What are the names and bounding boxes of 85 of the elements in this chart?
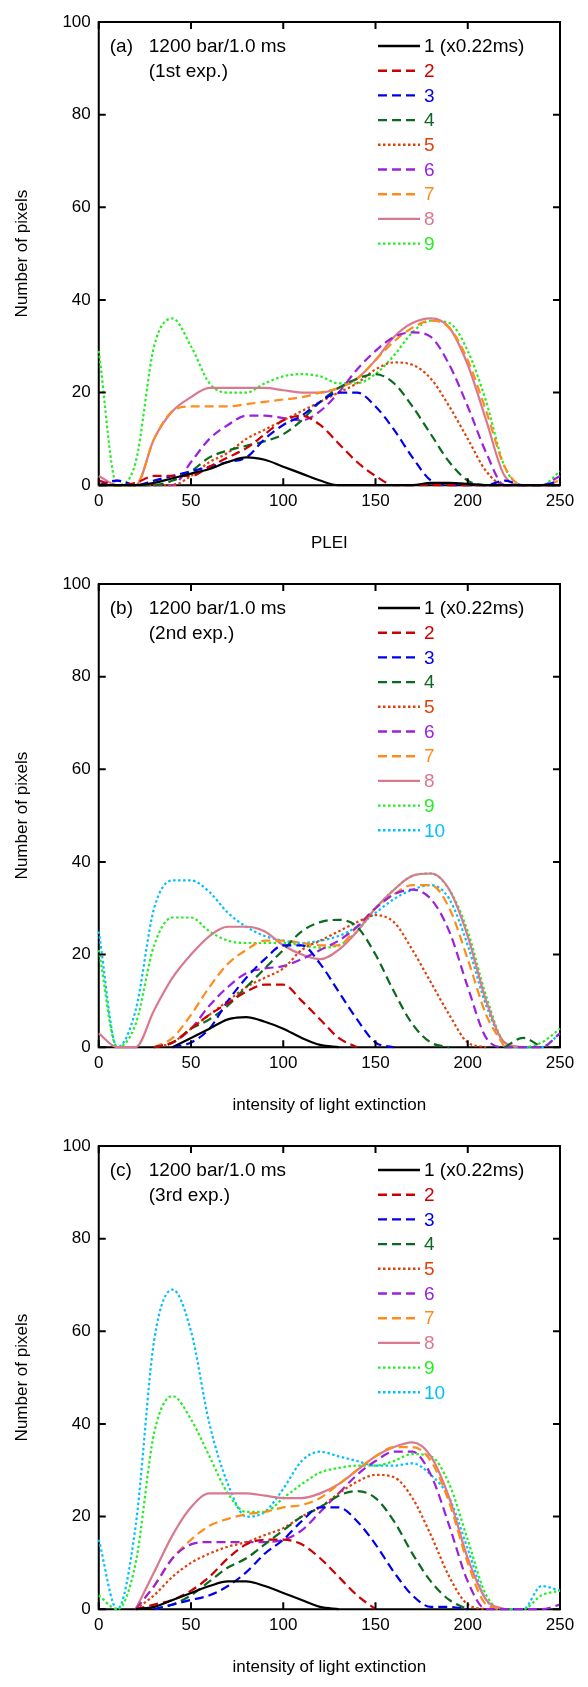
line-series [134, 1538, 377, 1611]
legend-label: 8 [424, 770, 435, 792]
x-tick-label: 200 [453, 491, 482, 511]
x-tick-label: 0 [94, 1053, 104, 1073]
legend-label: 10 [424, 819, 446, 841]
annotation: (c) [109, 1159, 132, 1181]
legend-label: 3 [424, 646, 435, 668]
y-tick-label: 40 [71, 289, 91, 309]
annotation: (2nd exp.) [148, 622, 235, 644]
legend-label: 6 [424, 1282, 435, 1304]
x-axis-title: PLEI [310, 533, 348, 553]
legend-label: 4 [424, 109, 435, 131]
x-tick-label: 200 [453, 1053, 482, 1073]
legend-label: 7 [424, 183, 435, 205]
y-tick-label: 60 [71, 758, 91, 778]
legend-label: 8 [424, 1332, 435, 1354]
y-tick-label: 60 [71, 1320, 91, 1340]
y-tick-label: 80 [71, 1228, 91, 1248]
x-tick-label: 0 [94, 1615, 104, 1635]
legend-label: 8 [424, 208, 435, 230]
y-tick-label: 100 [62, 11, 91, 31]
legend-label: 1 (x0.22ms) [424, 1159, 525, 1181]
y-tick-label: 100 [62, 1135, 91, 1155]
annotation: 1200 bar/1.0 ms [148, 597, 287, 619]
legend-label: 2 [424, 59, 435, 81]
legend-label: 6 [424, 720, 435, 742]
x-tick-label: 150 [361, 1053, 390, 1073]
legend-label: 3 [424, 84, 435, 106]
legend-label: 10 [424, 1381, 446, 1403]
legend-label: 9 [424, 232, 435, 254]
y-axis-title: Number of pixels [11, 189, 31, 318]
line-series [171, 944, 396, 1049]
y-tick-label: 0 [81, 474, 91, 494]
x-tick-label: 150 [361, 1615, 390, 1635]
legend-label: 9 [424, 794, 435, 816]
y-tick-label: 100 [62, 573, 91, 593]
y-tick-label: 80 [71, 666, 91, 686]
y-tick-label: 20 [71, 944, 91, 964]
legend-label: 5 [424, 1258, 435, 1280]
legend-label: 1 (x0.22ms) [424, 35, 525, 57]
x-tick-label: 150 [361, 491, 390, 511]
y-tick-label: 40 [71, 851, 91, 871]
line-series [153, 883, 506, 1049]
x-axis-title: intensity of light extinction [232, 1095, 427, 1115]
y-tick-label: 20 [71, 1506, 91, 1526]
legend-label: 7 [424, 745, 435, 767]
annotation: (1st exp.) [148, 60, 228, 82]
x-tick-label: 250 [545, 1053, 575, 1073]
x-tick-label: 250 [545, 1615, 575, 1635]
legend-label: 4 [424, 1233, 435, 1255]
line-series [153, 983, 359, 1049]
legend-label: 5 [424, 134, 435, 156]
x-tick-label: 100 [269, 1053, 298, 1073]
x-tick-label: 200 [453, 1615, 482, 1635]
x-tick-label: 100 [269, 491, 298, 511]
legend-label: 2 [424, 1183, 435, 1205]
annotation: (3rd exp.) [148, 1184, 231, 1206]
y-tick-label: 80 [71, 104, 91, 124]
y-tick-label: 40 [71, 1413, 91, 1433]
x-tick-label: 50 [181, 491, 201, 511]
legend-label: 4 [424, 671, 435, 693]
y-axis-title: Number of pixels [11, 1313, 31, 1442]
y-tick-label: 20 [71, 382, 91, 402]
legend-label: 3 [424, 1208, 435, 1230]
y-axis-title: Number of pixels [11, 751, 31, 880]
x-tick-label: 50 [181, 1053, 201, 1073]
annotation: 1200 bar/1.0 ms [148, 1159, 287, 1181]
annotation: 1200 bar/1.0 ms [148, 35, 287, 57]
line-series [134, 1450, 562, 1611]
legend-label: 5 [424, 696, 435, 718]
x-tick-label: 250 [545, 491, 575, 511]
x-tick-label: 50 [181, 1615, 201, 1635]
legend-label: 7 [424, 1307, 435, 1329]
legend-label: 2 [424, 621, 435, 643]
y-tick-label: 0 [81, 1598, 91, 1618]
annotation: (b) [109, 597, 133, 619]
x-tick-label: 100 [269, 1615, 298, 1635]
y-tick-label: 60 [71, 196, 91, 216]
annotation: (a) [109, 35, 133, 57]
y-tick-label: 0 [81, 1036, 91, 1056]
legend-label: 1 (x0.22ms) [424, 597, 525, 619]
legend-label: 6 [424, 158, 435, 180]
x-tick-label: 0 [94, 491, 104, 511]
x-axis-title: intensity of light extinction [232, 1657, 427, 1677]
legend-label: 9 [424, 1356, 435, 1378]
